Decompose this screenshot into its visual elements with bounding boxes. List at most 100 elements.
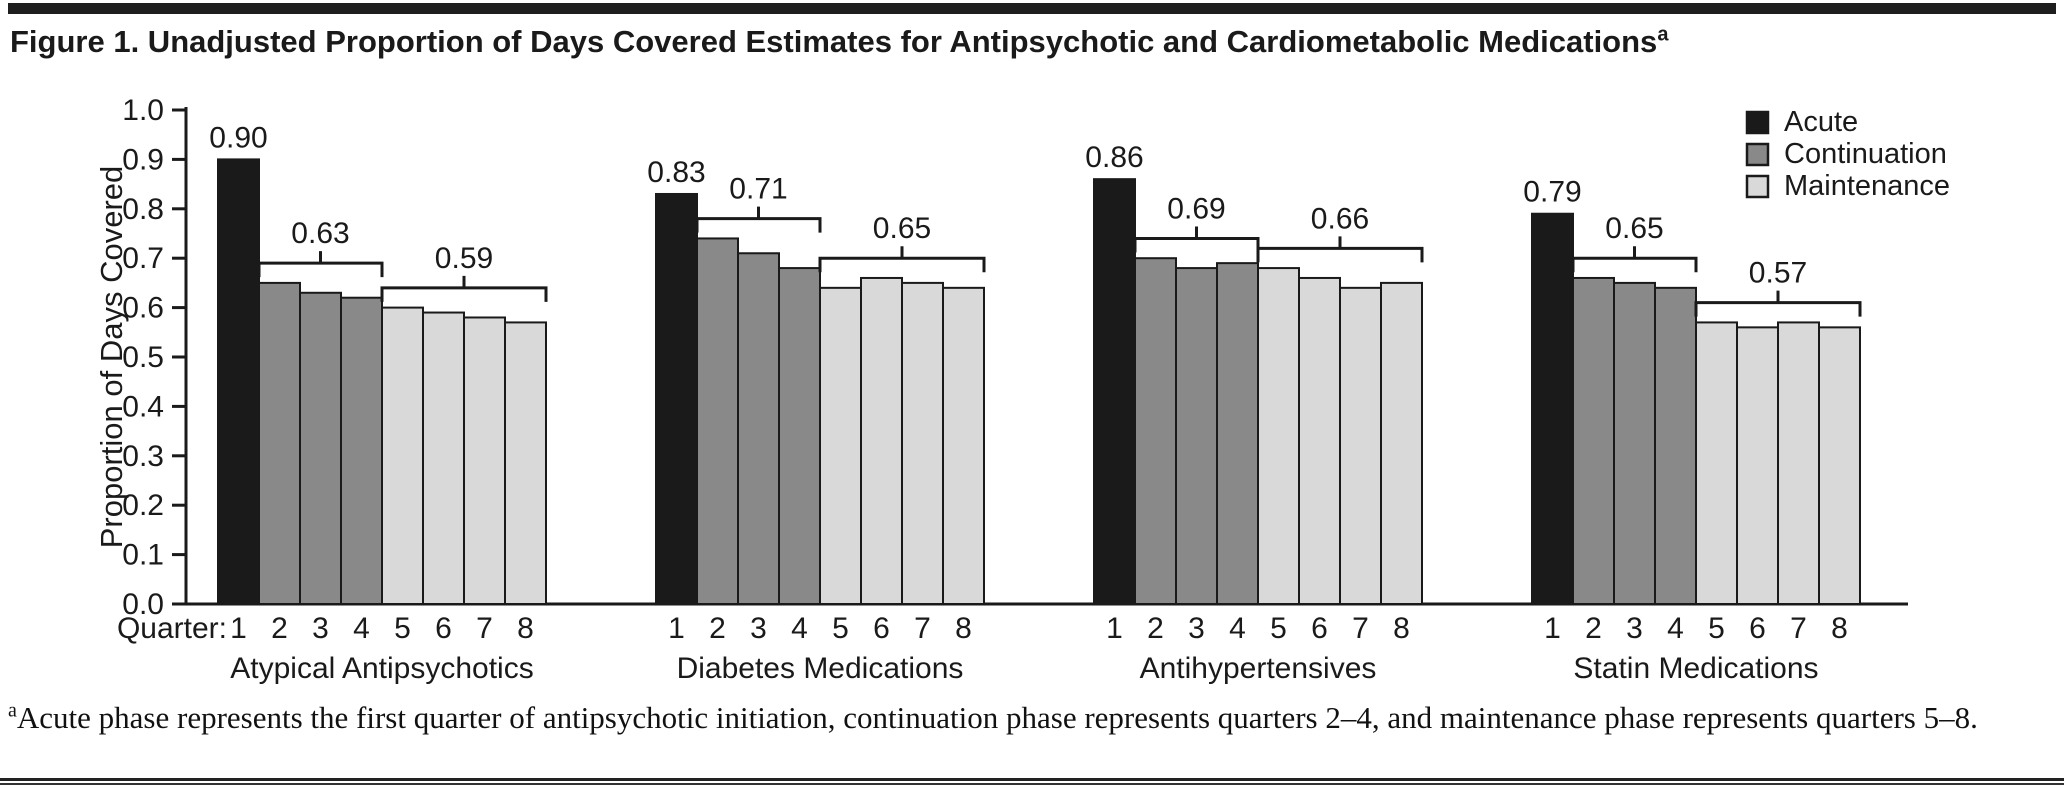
bar-statin-medications-q6 <box>1736 326 1779 605</box>
quarter-label: 7 <box>1790 612 1807 645</box>
bar-antihypertensives-q1 <box>1093 178 1136 605</box>
quarter-label: 3 <box>1626 612 1643 645</box>
quarter-label: 5 <box>832 612 849 645</box>
y-tick-label: 0.8 <box>122 193 164 226</box>
acute-value-label: 0.83 <box>647 156 705 189</box>
phase-average-label: 0.66 <box>1311 202 1369 235</box>
acute-value-label: 0.90 <box>209 121 267 154</box>
footnote-text: Acute phase represents the first quarter… <box>16 700 1978 735</box>
quarter-label: 7 <box>476 612 493 645</box>
bar-antihypertensives-q3 <box>1175 267 1218 605</box>
bar-statin-medications-q3 <box>1613 281 1656 605</box>
phase-bracket <box>257 251 384 278</box>
bar-diabetes-medications-q3 <box>737 252 780 605</box>
bar-antihypertensives-q2 <box>1134 257 1177 605</box>
x-axis-prefix: Quarter: <box>117 612 227 645</box>
quarter-label: 7 <box>914 612 931 645</box>
y-tick-label: 0.1 <box>122 539 164 572</box>
quarter-label: 8 <box>1393 612 1410 645</box>
bar-atypical-antipsychotics-q7 <box>463 316 506 605</box>
bar-atypical-antipsychotics-q3 <box>299 291 342 605</box>
bar-antihypertensives-q5 <box>1257 267 1300 605</box>
bar-antihypertensives-q7 <box>1339 286 1382 605</box>
quarter-label: 5 <box>1270 612 1287 645</box>
y-tick-label: 0.9 <box>122 143 164 176</box>
bar-diabetes-medications-q2 <box>696 237 739 605</box>
bottom-rule-inner <box>0 783 2064 785</box>
quarter-label: 3 <box>750 612 767 645</box>
legend-swatch-maintenance <box>1745 174 1770 199</box>
bar-diabetes-medications-q7 <box>901 281 944 605</box>
bar-diabetes-medications-q4 <box>778 267 821 605</box>
quarter-label: 8 <box>517 612 534 645</box>
bar-atypical-antipsychotics-q2 <box>258 281 301 605</box>
bar-atypical-antipsychotics-q5 <box>381 306 424 605</box>
y-tick-label: 0.0 <box>122 588 164 621</box>
phase-bracket <box>380 275 548 302</box>
bar-atypical-antipsychotics-q6 <box>422 311 465 605</box>
bar-diabetes-medications-q6 <box>860 276 903 605</box>
group-label: Diabetes Medications <box>677 652 964 685</box>
legend-label-continuation: Continuation <box>1784 138 1947 170</box>
phase-average-label: 0.63 <box>291 217 349 250</box>
bar-statin-medications-q4 <box>1654 286 1697 605</box>
phase-bracket <box>1133 226 1260 253</box>
bar-statin-medications-q8 <box>1818 326 1861 605</box>
quarter-label: 2 <box>709 612 726 645</box>
quarter-label: 5 <box>394 612 411 645</box>
footnote-marker: a <box>8 699 17 722</box>
quarter-label: 6 <box>1311 612 1328 645</box>
quarter-label: 8 <box>1831 612 1848 645</box>
legend-label-maintenance: Maintenance <box>1784 170 1950 202</box>
phase-bracket <box>1571 246 1698 273</box>
group-label: Atypical Antipsychotics <box>230 652 533 685</box>
quarter-label: 4 <box>791 612 808 645</box>
top-rule <box>8 3 2056 14</box>
quarter-label: 7 <box>1352 612 1369 645</box>
bottom-rule <box>0 778 2064 781</box>
quarter-label: 6 <box>1749 612 1766 645</box>
acute-value-label: 0.79 <box>1523 176 1581 209</box>
bar-statin-medications-q7 <box>1777 321 1820 605</box>
y-axis-title: Proportion of Days Covered <box>94 166 129 549</box>
quarter-label: 6 <box>873 612 890 645</box>
group-label: Antihypertensives <box>1140 652 1377 685</box>
phase-average-label: 0.57 <box>1749 257 1807 290</box>
bar-statin-medications-q1 <box>1531 212 1574 606</box>
figure-title: Figure 1. Unadjusted Proportion of Days … <box>10 24 2050 60</box>
phase-bracket <box>1256 236 1424 263</box>
phase-average-label: 0.59 <box>435 242 493 275</box>
legend-label-acute: Acute <box>1784 106 1858 138</box>
phase-bracket <box>695 206 822 233</box>
legend-swatch-continuation <box>1745 142 1770 167</box>
group-label: Statin Medications <box>1573 652 1818 685</box>
legend-swatch-acute <box>1745 110 1770 135</box>
pdc-bar-chart: 0.0 0.1 0.2 0.3 0.4 0.5 0.6 0.7 0.8 0.9 1.0 Proport… <box>94 94 1950 685</box>
bar-antihypertensives-q8 <box>1380 281 1423 605</box>
quarter-label: 1 <box>1544 612 1561 645</box>
bar-statin-medications-q2 <box>1572 276 1615 605</box>
y-tick-label: 0.2 <box>122 489 164 522</box>
quarter-label: 4 <box>1229 612 1246 645</box>
bar-statin-medications-q5 <box>1695 321 1738 605</box>
bar-diabetes-medications-q1 <box>655 192 698 605</box>
quarter-label: 4 <box>353 612 370 645</box>
quarter-label: 1 <box>1106 612 1123 645</box>
bar-diabetes-medications-q8 <box>942 286 985 605</box>
quarter-label: 3 <box>1188 612 1205 645</box>
quarter-label: 2 <box>1147 612 1164 645</box>
acute-value-label: 0.86 <box>1085 141 1143 174</box>
bar-atypical-antipsychotics-q1 <box>217 158 260 605</box>
quarter-label: 1 <box>668 612 685 645</box>
phase-average-label: 0.71 <box>729 173 787 206</box>
quarter-label: 3 <box>312 612 329 645</box>
quarter-label: 6 <box>435 612 452 645</box>
quarter-label: 4 <box>1667 612 1684 645</box>
y-tick-label: 1.0 <box>122 94 164 127</box>
quarter-label: 5 <box>1708 612 1725 645</box>
footnote: aAcute phase represents the first quarte… <box>8 699 2064 736</box>
quarter-label: 2 <box>271 612 288 645</box>
phase-average-label: 0.65 <box>1605 212 1663 245</box>
quarter-label: 2 <box>1585 612 1602 645</box>
